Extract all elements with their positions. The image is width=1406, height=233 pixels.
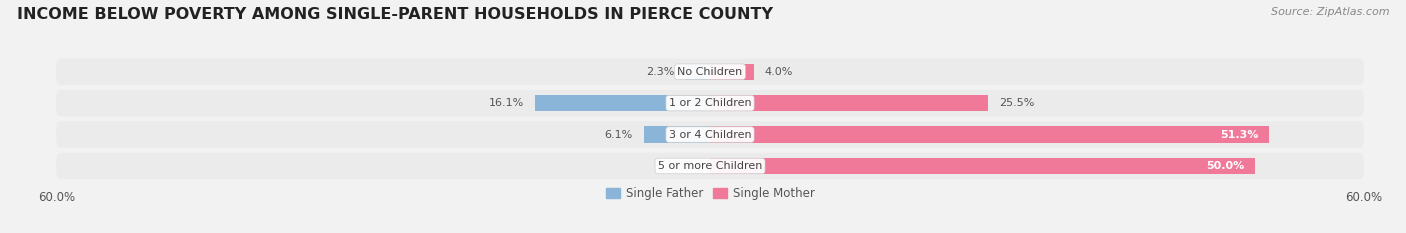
Text: 6.1%: 6.1%: [605, 130, 633, 140]
Text: 25.5%: 25.5%: [998, 98, 1035, 108]
Bar: [685, 64, 710, 80]
Text: INCOME BELOW POVERTY AMONG SINGLE-PARENT HOUSEHOLDS IN PIERCE COUNTY: INCOME BELOW POVERTY AMONG SINGLE-PARENT…: [17, 7, 773, 22]
Bar: [710, 95, 988, 111]
Text: 3 or 4 Children: 3 or 4 Children: [669, 130, 751, 140]
Bar: [644, 126, 710, 143]
Text: 5 or more Children: 5 or more Children: [658, 161, 762, 171]
Text: Source: ZipAtlas.com: Source: ZipAtlas.com: [1271, 7, 1389, 17]
Bar: [710, 158, 1256, 174]
Bar: [710, 64, 754, 80]
Text: 0.0%: 0.0%: [671, 161, 699, 171]
FancyBboxPatch shape: [56, 58, 1364, 85]
Legend: Single Father, Single Mother: Single Father, Single Mother: [600, 182, 820, 205]
FancyBboxPatch shape: [56, 153, 1364, 179]
FancyBboxPatch shape: [56, 121, 1364, 148]
Text: 51.3%: 51.3%: [1220, 130, 1258, 140]
FancyBboxPatch shape: [56, 90, 1364, 116]
Text: 1 or 2 Children: 1 or 2 Children: [669, 98, 751, 108]
Text: 2.3%: 2.3%: [645, 67, 673, 77]
Text: No Children: No Children: [678, 67, 742, 77]
Bar: [710, 126, 1270, 143]
Text: 16.1%: 16.1%: [488, 98, 523, 108]
Text: 4.0%: 4.0%: [765, 67, 793, 77]
Text: 50.0%: 50.0%: [1206, 161, 1244, 171]
Bar: [534, 95, 710, 111]
